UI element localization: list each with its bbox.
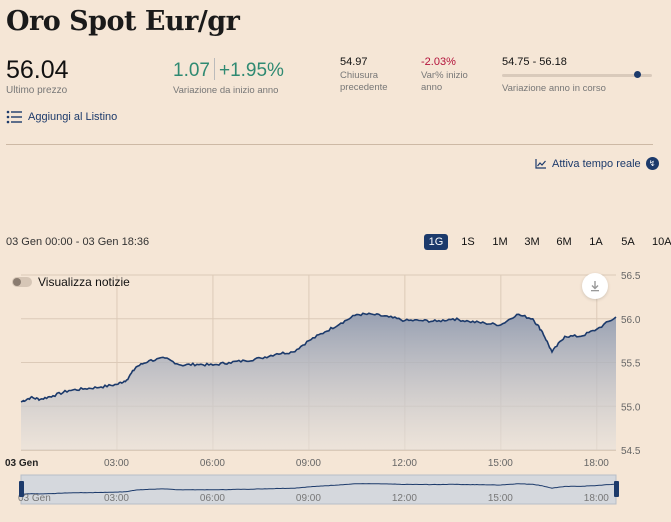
realtime-badge-icon: ↯ — [645, 157, 659, 170]
period-selector: 1G 1S 1M 3M 6M 1A 5A 10A — [424, 234, 671, 250]
x-tick-label: 03 Gen — [5, 458, 38, 469]
year-range-label: Variazione anno in corso — [502, 83, 606, 94]
x-tick-label: 06:00 — [200, 458, 225, 469]
x-tick-label: 15:00 — [488, 458, 513, 469]
realtime-button[interactable]: Attiva tempo reale ↯ — [535, 157, 659, 170]
x-tick-label: 18:00 — [584, 458, 609, 469]
ytd-change-abs: 1.07 — [173, 60, 210, 81]
add-to-watchlist-label: Aggiungi al Listino — [28, 111, 118, 123]
y-tick-label: 56.5 — [621, 271, 641, 282]
realtime-label: Attiva tempo reale — [552, 157, 641, 170]
y-axis: 54.5 55.0 55.5 56.0 56.5 — [621, 271, 641, 457]
y-tick-label: 56.0 — [621, 315, 641, 326]
period-3m[interactable]: 3M — [524, 236, 540, 248]
ytd-change-pct: +1.95% — [218, 60, 284, 81]
add-to-watchlist-button[interactable]: Aggiungi al Listino — [6, 110, 117, 124]
section-divider — [6, 144, 653, 145]
period-1s[interactable]: 1S — [461, 236, 475, 248]
ytd-var-value: -2.03% — [421, 56, 456, 68]
ytd-change: 1.07 +1.95% — [173, 58, 284, 82]
news-toggle-switch[interactable] — [12, 277, 32, 287]
period-10a[interactable]: 10A — [652, 236, 671, 248]
navigator-tick-label: 03:00 — [104, 493, 129, 504]
x-tick-label: 03:00 — [104, 458, 129, 469]
ytd-change-label: Variazione da inizio anno — [173, 85, 279, 96]
news-toggle-label: Visualizza notizie — [38, 275, 130, 289]
year-range-value: 54.75 - 56.18 — [502, 56, 567, 68]
download-icon — [591, 281, 599, 292]
period-1m[interactable]: 1M — [492, 236, 508, 248]
page-title: Oro Spot Eur/gr — [6, 6, 240, 37]
ytd-var-label-line2: anno — [421, 82, 443, 93]
last-price: 56.04 — [6, 56, 69, 84]
period-1a[interactable]: 1A — [589, 236, 603, 248]
navigator-handle[interactable] — [19, 481, 24, 497]
prev-close-value: 54.97 — [340, 56, 368, 68]
year-range-track — [502, 74, 652, 77]
ytd-var-label-line1: Var% inizio — [421, 70, 468, 81]
x-tick-label: 12:00 — [392, 458, 417, 469]
y-tick-label: 54.5 — [621, 446, 641, 457]
prev-close-label: Chiusura precedente — [340, 70, 388, 94]
last-price-label: Ultimo prezzo — [6, 85, 68, 96]
navigator-tick-label: 09:00 — [296, 493, 321, 504]
price-chart[interactable]: 54.5 55.0 55.5 56.0 56.5 03 Gen 03:00 06:00 09:… — [0, 262, 671, 522]
year-range-marker — [634, 71, 641, 78]
date-range: 03 Gen 00:00 - 03 Gen 18:36 — [6, 236, 150, 248]
prev-close-label-line1: Chiusura — [340, 70, 379, 81]
period-5a[interactable]: 5A — [621, 236, 635, 248]
y-tick-label: 55.5 — [621, 359, 641, 370]
navigator-line — [21, 483, 617, 495]
download-button[interactable] — [582, 273, 608, 299]
y-tick-label: 55.0 — [621, 402, 641, 413]
navigator-tick-label: 12:00 — [392, 493, 417, 504]
navigator-tick-label: 06:00 — [200, 493, 225, 504]
news-toggle[interactable]: Visualizza notizie — [12, 275, 130, 289]
ytd-var-label: Var% inizio anno — [421, 70, 468, 94]
price-line — [20, 312, 617, 403]
period-6m[interactable]: 6M — [556, 236, 572, 248]
chart-trend-icon — [535, 159, 546, 169]
price-area — [21, 313, 616, 450]
prev-close-label-line2: precedente — [340, 82, 388, 93]
navigator-tick-label: 03 Gen — [18, 493, 51, 504]
change-separator — [213, 58, 215, 80]
list-icon — [6, 110, 22, 124]
period-1g[interactable]: 1G — [424, 234, 448, 250]
chart-navigator[interactable]: 03 Gen 03:00 06:00 09:00 12:00 15:00 18:00 — [18, 474, 619, 505]
chart-area-layer — [20, 312, 617, 450]
navigator-tick-label: 18:00 — [584, 493, 609, 504]
x-axis: 03 Gen 03:00 06:00 09:00 12:00 15:00 18:00 — [5, 458, 609, 469]
x-tick-label: 09:00 — [296, 458, 321, 469]
navigator-handle[interactable] — [614, 481, 619, 497]
navigator-tick-label: 15:00 — [488, 493, 513, 504]
